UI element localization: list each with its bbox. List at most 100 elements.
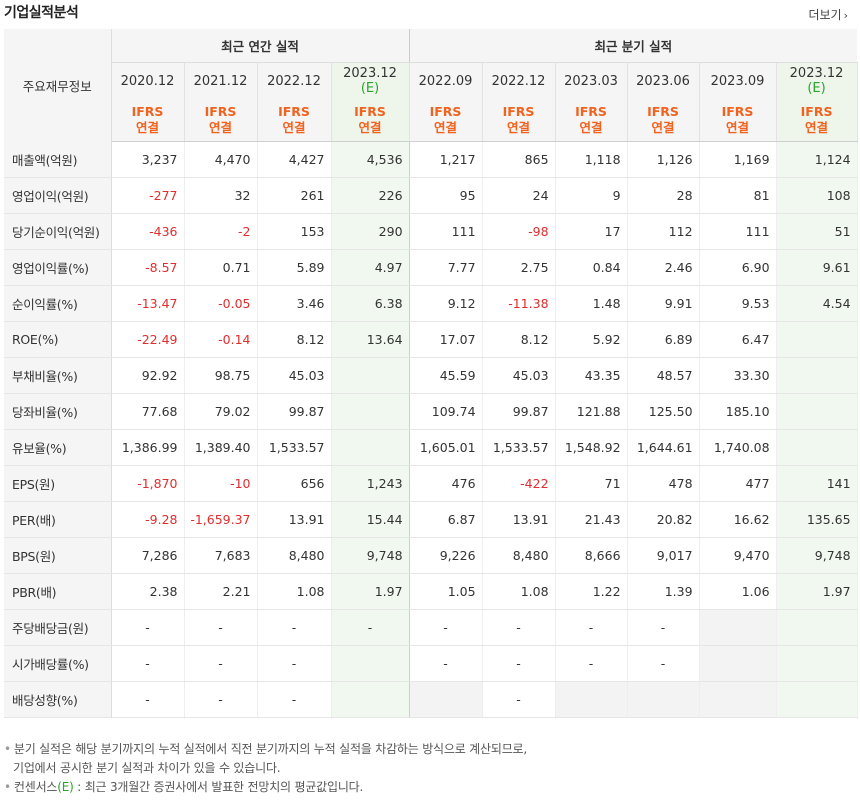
table-row: EPS(원) -1,870 -10 656 1,243 476 -422 71 478 477 14… [4,465,858,502]
ifrs-header-row: IFRS 연결 IFRS 연결 IFRS 연결 IFRS 연결 IFRS 연결 IFRS 연결 IFRS… [4,99,858,142]
value-cell: 6.87 [409,501,483,538]
value-cell: 6.47 [699,321,777,358]
period-date: 2021.12 [193,73,248,89]
value-cell: 9.12 [409,285,483,322]
value-cell: 3,237 [111,141,185,178]
value-cell [331,393,410,430]
value-cell [776,609,858,646]
value-cell: 1.97 [331,573,410,610]
footnotes: • 분기 실적은 해당 분기까지의 누적 실적에서 직전 분기까지의 누적 실적을… [4,740,527,797]
value-cell: 4.97 [331,249,410,286]
value-cell [776,429,858,466]
value-cell: 1.97 [776,573,858,610]
value-cell: 1,605.01 [409,429,483,466]
ifrs-label: IFRS [278,104,310,119]
table-row: 당기순이익(억원) -436 -2 153 290 111 -98 17 112 111 51 [4,213,858,250]
period-date: 2020.12 [120,73,175,89]
value-cell: -22.49 [111,321,185,358]
value-cell: -2 [184,213,258,250]
value-cell: 9.91 [627,285,700,322]
value-cell: 4,536 [331,141,410,178]
row-label: EPS(원) [4,465,112,502]
value-cell: - [111,645,185,682]
period-date: 2023.12 [789,66,844,81]
value-cell: - [111,609,185,646]
period-header: 2021.12 [184,62,258,99]
value-cell: 98.75 [184,357,258,394]
value-cell [776,645,858,682]
value-cell: - [331,609,410,646]
value-cell: - [627,645,700,682]
value-cell: 2.46 [627,249,700,286]
value-cell [627,681,700,718]
value-cell: 99.87 [257,393,332,430]
value-cell: 226 [331,177,410,214]
value-cell: 8.12 [482,321,556,358]
value-cell: 20.82 [627,501,700,538]
value-cell: 1.08 [482,573,556,610]
value-cell: 4,470 [184,141,258,178]
period-header-row: 2020.12 2021.12 2022.12 2023.12 (E) 2022.09 20… [4,62,858,99]
consolidated-label: 연결 [208,120,232,135]
value-cell: 185.10 [699,393,777,430]
value-cell: 45.03 [482,357,556,394]
value-cell: -98 [482,213,556,250]
value-cell: 6.89 [627,321,700,358]
ifrs-badge: IFRS 연결 [331,99,410,142]
row-label: BPS(원) [4,537,112,574]
value-cell: -1,870 [111,465,185,502]
row-label: PER(배) [4,501,112,538]
financial-table: 주요재무정보 최근 연간 실적 최근 분기 실적 2020.12 2021.12 2… [4,29,858,718]
value-cell: -422 [482,465,556,502]
value-cell [331,645,410,682]
value-cell: 2.75 [482,249,556,286]
value-cell: -277 [111,177,185,214]
value-cell: -10 [184,465,258,502]
ifrs-label: IFRS [575,104,607,119]
value-cell [699,609,777,646]
value-cell: 15.44 [331,501,410,538]
row-label: 영업이익률(%) [4,249,112,286]
value-cell: 261 [257,177,332,214]
value-cell: - [482,645,556,682]
row-label: 매출액(억원) [4,141,112,178]
row-label: ROE(%) [4,321,112,358]
period-header: 2023.12 (E) [331,62,410,99]
value-cell: 1,533.57 [257,429,332,466]
row-label: 부채비율(%) [4,357,112,394]
ifrs-label: IFRS [354,104,386,119]
value-cell: 77.68 [111,393,185,430]
annual-group-header: 최근 연간 실적 [111,29,410,63]
value-cell: 1,169 [699,141,777,178]
corner-header: 주요재무정보 [4,29,112,142]
value-cell [331,681,410,718]
table-body: 매출액(억원) 3,237 4,470 4,427 4,536 1,217 865 1,118… [4,141,858,718]
value-cell: 9,748 [331,537,410,574]
value-cell [699,645,777,682]
value-cell: 125.50 [627,393,700,430]
value-cell: -13.47 [111,285,185,322]
row-label: 시가배당률(%) [4,645,112,682]
footnote-1: • 분기 실적은 해당 분기까지의 누적 실적에서 직전 분기까지의 누적 실적을… [4,742,528,756]
estimate-mark: (E) [807,81,826,96]
value-cell: 9,470 [699,537,777,574]
ifrs-badge: IFRS 연결 [776,99,858,142]
value-cell: 1,217 [409,141,483,178]
footnote-2: • 컨센서스(E) : 최근 3개월간 증권사에서 발표한 전망치의 평균값입니다… [4,780,364,794]
value-cell: 24 [482,177,556,214]
period-header: 2020.12 [111,62,185,99]
value-cell: 141 [776,465,858,502]
period-header: 2022.12 [257,62,332,99]
value-cell: - [257,681,332,718]
more-link[interactable]: 더보기 › [808,6,848,23]
ifrs-badge: IFRS 연결 [111,99,185,142]
value-cell: 656 [257,465,332,502]
value-cell: 1,386.99 [111,429,185,466]
value-cell: 2.38 [111,573,185,610]
value-cell: 17 [555,213,628,250]
value-cell: 1,243 [331,465,410,502]
value-cell [331,357,410,394]
consolidated-label: 연결 [651,120,675,135]
value-cell: - [184,645,258,682]
value-cell: 111 [699,213,777,250]
